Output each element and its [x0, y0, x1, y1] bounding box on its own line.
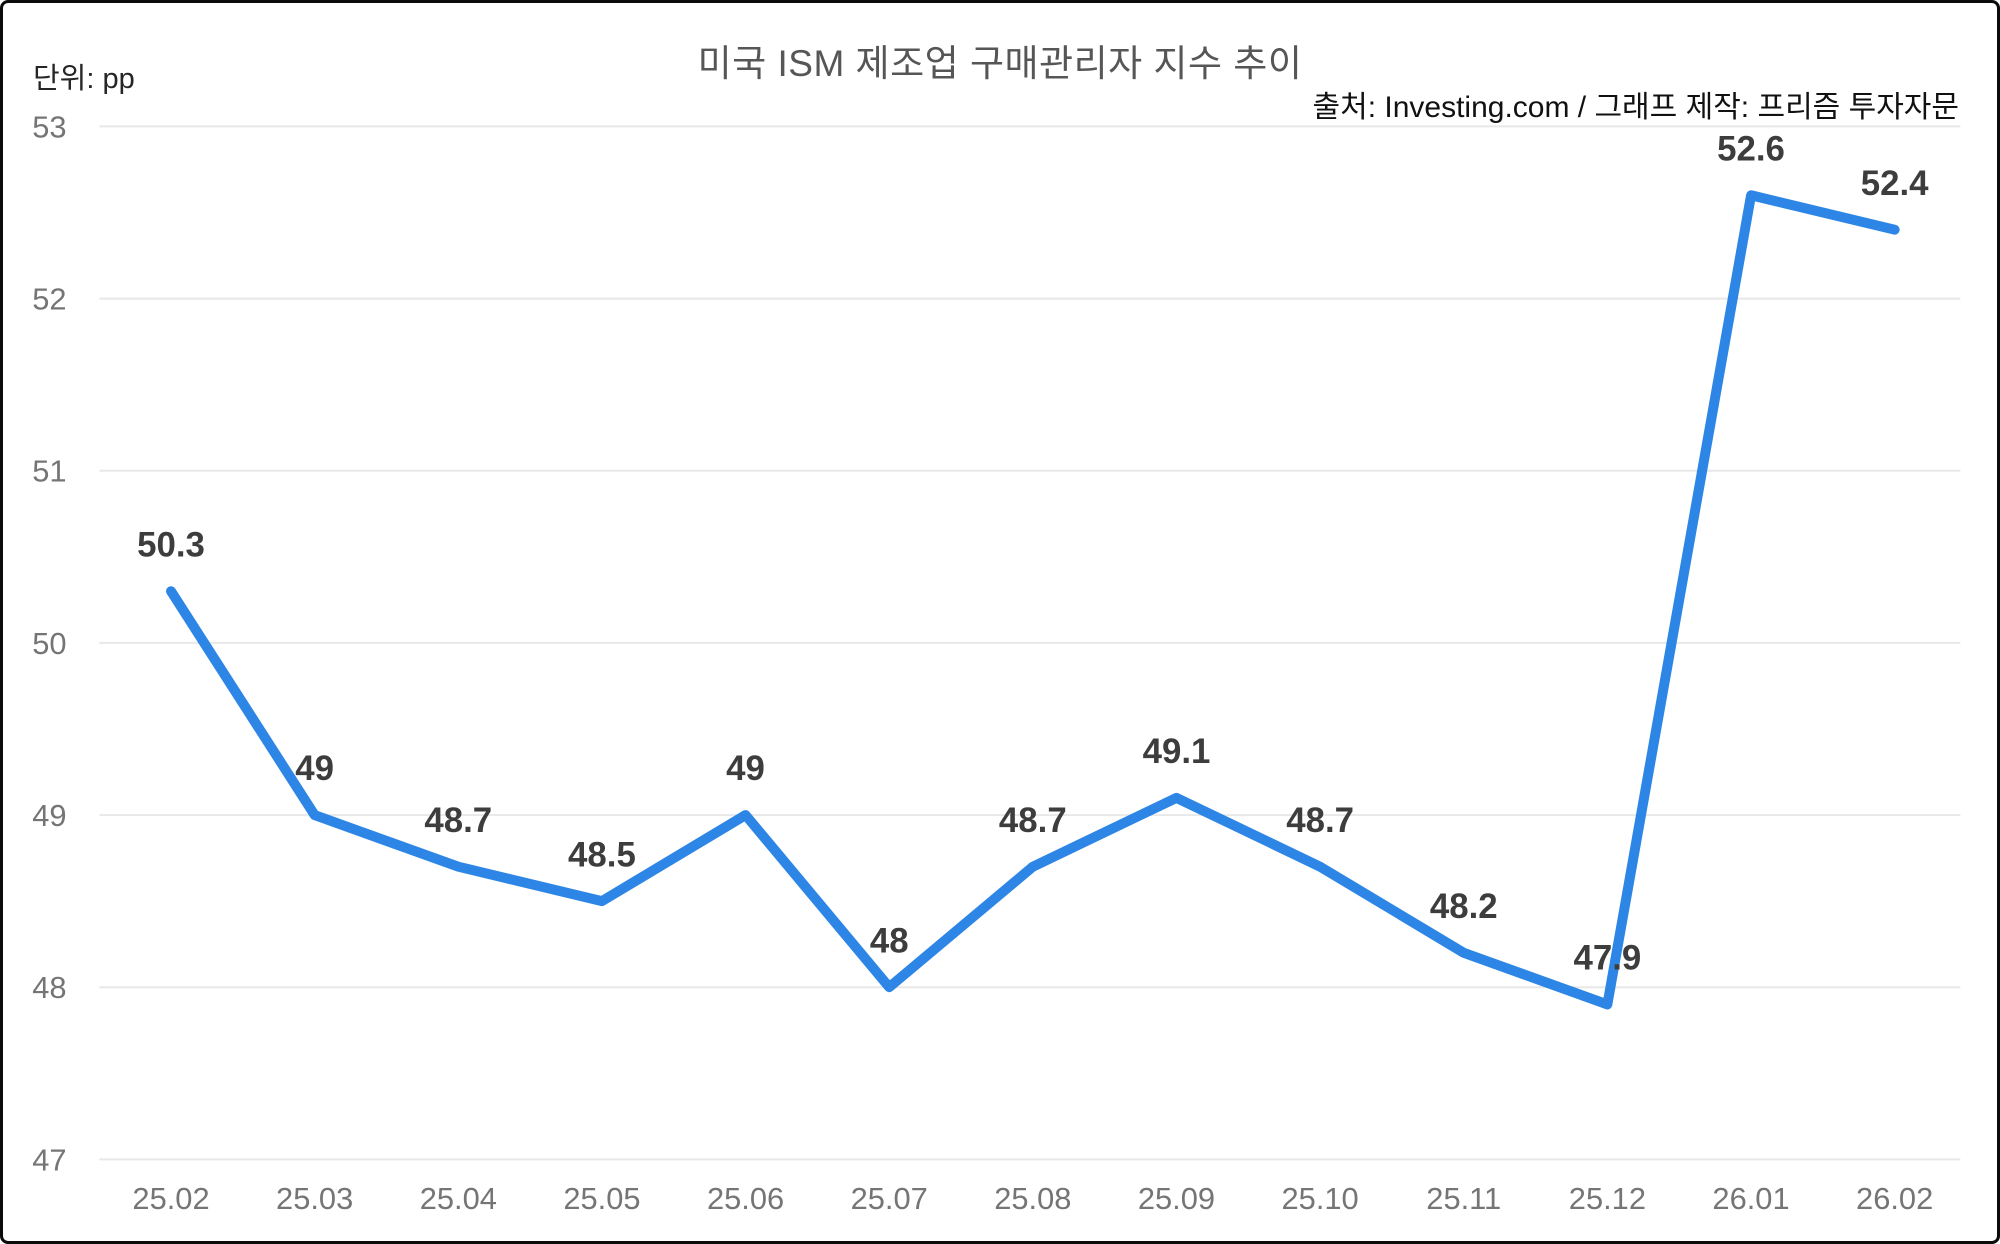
x-tick-label: 25.09 — [1138, 1181, 1215, 1216]
x-tick-label: 26.01 — [1712, 1181, 1789, 1216]
data-point-label: 48.7 — [1286, 801, 1354, 840]
x-tick-label: 25.11 — [1426, 1181, 1501, 1216]
x-tick-label: 25.03 — [276, 1181, 353, 1216]
y-tick-label: 52 — [32, 282, 66, 317]
y-tick-label: 53 — [32, 109, 66, 144]
y-tick-label: 47 — [32, 1142, 66, 1177]
x-tick-label: 25.10 — [1282, 1181, 1359, 1216]
chart-title: 미국 ISM 제조업 구매관리자 지수 추이 — [697, 43, 1303, 84]
data-point-label: 49.1 — [1143, 732, 1211, 771]
x-tick-label: 25.06 — [707, 1181, 784, 1216]
data-point-label: 52.4 — [1861, 164, 1929, 203]
y-tick-label: 48 — [32, 970, 66, 1005]
y-tick-label: 49 — [32, 798, 66, 833]
data-point-label: 48.2 — [1430, 887, 1498, 926]
x-tick-label: 26.02 — [1856, 1181, 1933, 1216]
data-point-label: 48.7 — [424, 801, 492, 840]
data-point-label: 49 — [726, 749, 765, 788]
x-tick-label: 25.12 — [1569, 1181, 1646, 1216]
x-tick-label: 25.02 — [132, 1181, 209, 1216]
y-tick-label: 51 — [32, 454, 66, 489]
data-point-label: 50.3 — [137, 525, 205, 564]
x-tick-label: 25.07 — [851, 1181, 928, 1216]
data-point-label: 49 — [295, 749, 334, 788]
data-point-label: 52.6 — [1717, 129, 1785, 168]
data-point-label: 48.7 — [999, 801, 1067, 840]
y-axis-unit-label: 단위: pp — [33, 63, 135, 95]
data-point-label: 48 — [870, 921, 909, 960]
x-tick-label: 25.04 — [420, 1181, 497, 1216]
x-tick-label: 25.05 — [563, 1181, 640, 1216]
x-tick-label: 25.08 — [994, 1181, 1071, 1216]
source-caption: 출처: Investing.com / 그래프 제작: 프리즘 투자자문 — [1312, 91, 1960, 124]
y-tick-label: 50 — [32, 626, 66, 661]
data-point-label: 47.9 — [1573, 939, 1641, 978]
data-point-label: 48.5 — [568, 835, 636, 874]
line-chart: 53 52 51 50 49 48 47 25.02 25.03 25.04 25.05 25.06 2… — [32, 109, 1961, 1216]
data-series-line — [166, 190, 1900, 1010]
